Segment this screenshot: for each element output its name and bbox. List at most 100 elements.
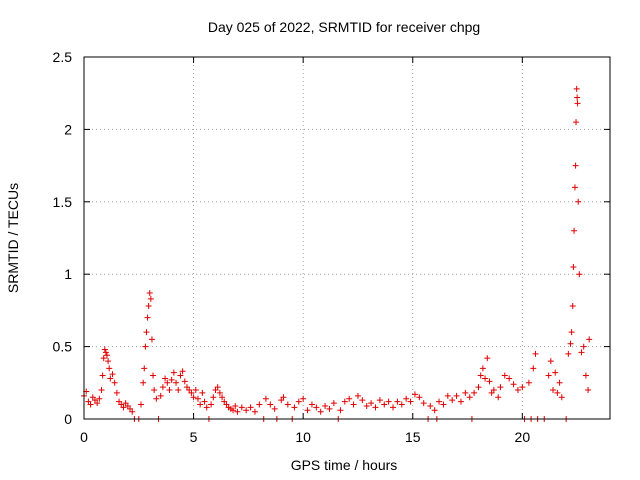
data-point xyxy=(578,349,585,356)
data-point xyxy=(300,395,307,402)
data-point xyxy=(238,404,245,411)
data-point xyxy=(436,398,443,405)
y-tick-label: 2 xyxy=(64,121,72,137)
x-tick-label: 10 xyxy=(295,429,311,445)
data-point xyxy=(291,404,298,411)
data-point xyxy=(98,387,105,394)
chart-title: Day 025 of 2022, SRMTID for receiver chp… xyxy=(208,19,480,35)
data-point xyxy=(94,400,101,407)
data-point xyxy=(554,389,561,396)
y-tick-label: 2.5 xyxy=(53,49,73,65)
data-point xyxy=(129,408,136,415)
data-point xyxy=(308,401,315,408)
data-point xyxy=(359,397,366,404)
data-point xyxy=(177,372,184,379)
data-point xyxy=(477,372,484,379)
data-point xyxy=(586,336,593,343)
data-point xyxy=(482,375,489,382)
plot-frame xyxy=(83,56,611,420)
x-tick-label: 20 xyxy=(515,429,531,445)
data-point xyxy=(453,392,460,399)
data-point xyxy=(267,401,274,408)
data-point xyxy=(96,395,103,402)
data-point xyxy=(173,379,180,386)
data-point xyxy=(368,400,375,407)
data-point xyxy=(372,404,379,411)
data-point xyxy=(232,402,239,409)
data-point xyxy=(188,389,195,396)
data-point xyxy=(582,372,589,379)
data-point xyxy=(147,295,154,302)
data-point xyxy=(525,379,532,386)
data-point xyxy=(350,401,357,408)
data-point xyxy=(203,404,210,411)
data-point xyxy=(230,407,237,414)
data-point xyxy=(572,162,579,169)
data-point xyxy=(568,329,575,336)
data-point xyxy=(322,402,329,409)
data-point xyxy=(271,405,278,412)
data-point xyxy=(141,365,148,372)
data-point xyxy=(214,384,221,391)
data-point xyxy=(153,395,160,402)
data-point xyxy=(100,355,107,362)
data-point xyxy=(510,381,517,388)
data-point xyxy=(256,401,263,408)
data-point xyxy=(151,387,158,394)
data-point xyxy=(556,379,563,386)
data-point xyxy=(427,402,434,409)
data-point xyxy=(337,407,344,414)
data-point xyxy=(495,394,502,401)
data-point xyxy=(326,405,333,412)
gridlines xyxy=(84,57,610,419)
data-point xyxy=(497,384,504,391)
data-point xyxy=(341,398,348,405)
data-point xyxy=(514,387,521,394)
data-point xyxy=(107,375,114,382)
y-tick-label: 1 xyxy=(64,266,72,282)
data-point xyxy=(573,85,580,92)
data-point xyxy=(247,404,254,411)
data-point xyxy=(385,398,392,405)
data-point xyxy=(99,372,106,379)
data-point xyxy=(262,395,269,402)
data-point xyxy=(142,343,149,350)
data-point xyxy=(390,404,397,411)
data-point xyxy=(330,400,337,407)
data-point xyxy=(580,343,587,350)
x-tick-label: 15 xyxy=(405,429,421,445)
x-tick-label: 0 xyxy=(80,429,88,445)
data-point xyxy=(416,394,423,401)
data-point xyxy=(210,394,217,401)
data-point xyxy=(194,395,201,402)
data-points xyxy=(81,85,593,422)
data-point xyxy=(120,404,127,411)
data-point xyxy=(440,401,447,408)
data-point xyxy=(571,184,578,191)
data-point xyxy=(145,303,152,310)
axis-ticks: 0 5 10 15 20 0 0.5 1 1.5 2 2.5 xyxy=(53,49,610,445)
data-point xyxy=(346,395,353,402)
data-point xyxy=(462,389,469,396)
data-point xyxy=(466,394,473,401)
data-point xyxy=(150,372,157,379)
data-point xyxy=(403,395,410,402)
data-point xyxy=(573,119,580,126)
data-point xyxy=(197,401,204,408)
data-point xyxy=(574,100,581,107)
data-point xyxy=(106,365,113,372)
data-point xyxy=(179,368,186,375)
data-point xyxy=(571,227,578,234)
data-point xyxy=(398,401,405,408)
data-point xyxy=(109,371,116,378)
data-point xyxy=(363,402,370,409)
data-point xyxy=(570,263,577,270)
data-point xyxy=(381,401,388,408)
data-point xyxy=(208,401,215,408)
data-point xyxy=(354,392,361,399)
data-point xyxy=(304,407,311,414)
data-point xyxy=(519,384,526,391)
data-point xyxy=(444,392,451,399)
data-point xyxy=(104,352,111,359)
x-tick-label: 5 xyxy=(190,429,198,445)
